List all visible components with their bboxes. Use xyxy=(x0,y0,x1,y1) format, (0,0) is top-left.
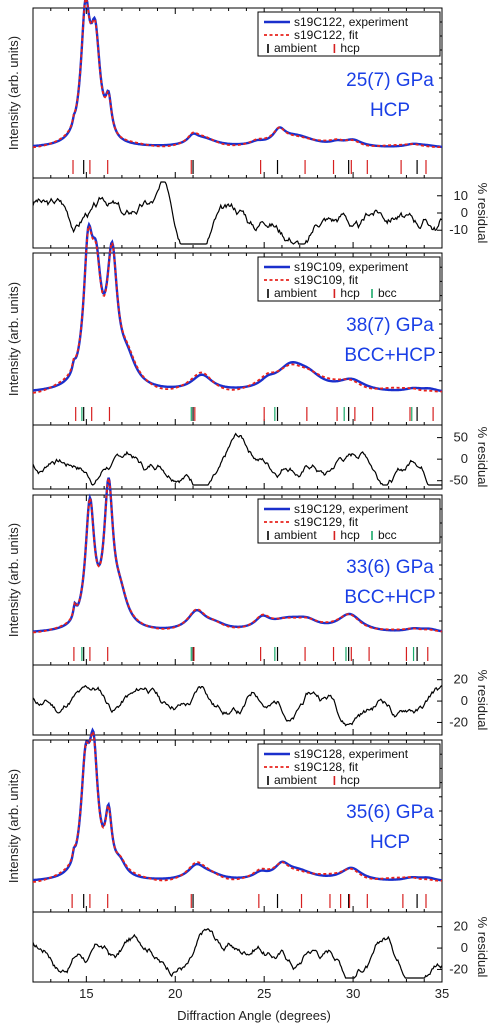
residual-tick-label: -20 xyxy=(449,961,468,976)
legend-ambient-label: ambient xyxy=(274,773,317,787)
y-axis-label: Intensity (arb. units) xyxy=(6,769,21,883)
panel-frame xyxy=(32,252,443,490)
x-tick-label: 25 xyxy=(257,986,271,1001)
residual-tick-label: 10 xyxy=(454,188,468,203)
x-tick-label: 35 xyxy=(435,986,449,1001)
legend-bcc-label: bcc xyxy=(378,528,397,542)
residual-tick-label: 0 xyxy=(461,205,468,220)
legend-box xyxy=(257,743,441,789)
residual-tick-label: -10 xyxy=(449,222,468,237)
panel-2: Intensity (arb. units) s19C109, experimen… xyxy=(6,221,490,490)
legend-hcp-label: hcp xyxy=(340,286,360,300)
residual-tick-label: -50 xyxy=(449,473,468,488)
legend-box xyxy=(257,11,441,57)
x-axis: 15 20 25 30 35 xyxy=(79,986,449,1001)
fit-line xyxy=(32,478,443,634)
legend-experiment-label: s19C128, experiment xyxy=(294,747,409,761)
condition-text: 25(7) GPa xyxy=(346,70,434,91)
panel-1: Intensity (arb. units) s19C122, experimen… xyxy=(6,0,490,249)
legend-experiment-label: s19C109, experiment xyxy=(294,260,409,274)
residual-line xyxy=(32,432,442,486)
residual-axis-label: % residual xyxy=(475,917,490,978)
experiment-line xyxy=(32,221,443,393)
panel-4: Intensity (arb. units) s19C128, experimen… xyxy=(6,727,490,983)
legend-ambient-label: ambient xyxy=(274,41,317,55)
legend-hcp-label: hcp xyxy=(340,773,360,787)
panel-frame xyxy=(32,7,443,249)
condition-text: 35(6) GPa xyxy=(346,802,434,823)
legend-fit-label: s19C109, fit xyxy=(294,273,359,287)
legend-ambient-label: ambient xyxy=(274,286,317,300)
y-axis-label: Intensity (arb. units) xyxy=(6,282,21,396)
condition-text: BCC+HCP xyxy=(344,587,435,608)
residual-tick-label: 20 xyxy=(454,672,468,687)
legend-fit-label: s19C129, fit xyxy=(294,515,359,529)
residual-tick-label: 0 xyxy=(461,451,468,466)
legend-fit-label: s19C128, fit xyxy=(294,760,359,774)
residual-tick-label: 0 xyxy=(461,940,468,955)
legend-box xyxy=(257,498,441,544)
legend-hcp-label: hcp xyxy=(340,528,360,542)
legend-fit-label: s19C122, fit xyxy=(294,28,359,42)
x-axis-label: Diffraction Angle (degrees) xyxy=(177,1008,331,1023)
residual-tick-label: 0 xyxy=(461,693,468,708)
condition-text: BCC+HCP xyxy=(344,345,435,366)
residual-axis-label: % residual xyxy=(475,183,490,244)
fit-line xyxy=(32,223,443,394)
legend-ambient-label: ambient xyxy=(274,528,317,542)
y-axis-label: Intensity (arb. units) xyxy=(6,523,21,637)
residual-axis-label: % residual xyxy=(475,427,490,488)
condition-text: HCP xyxy=(370,832,410,853)
y-axis-label: Intensity (arb. units) xyxy=(6,36,21,150)
x-tick-label: 15 xyxy=(79,986,93,1001)
residual-line xyxy=(32,181,442,245)
x-tick-label: 30 xyxy=(346,986,360,1001)
condition-text: HCP xyxy=(370,100,410,121)
condition-text: 38(7) GPa xyxy=(346,315,434,336)
residual-line xyxy=(32,928,443,979)
legend-experiment-label: s19C129, experiment xyxy=(294,502,409,516)
residual-axis-label: % residual xyxy=(475,670,490,731)
legend-hcp-label: hcp xyxy=(340,41,360,55)
legend-bcc-label: bcc xyxy=(378,286,397,300)
x-tick-label: 20 xyxy=(168,986,182,1001)
panel-frame xyxy=(32,739,443,983)
panel-3: Intensity (arb. units) s19C129, experimen… xyxy=(6,477,490,736)
panels: Intensity (arb. units) s19C122, experimen… xyxy=(6,0,490,983)
condition-text: 33(6) GPa xyxy=(346,557,434,578)
residual-tick-label: 50 xyxy=(454,430,468,445)
residual-tick-label: -20 xyxy=(449,714,468,729)
residual-line xyxy=(32,684,443,727)
fit-line xyxy=(32,0,443,149)
panel-frame xyxy=(32,494,443,736)
legend-box xyxy=(257,256,441,302)
legend-experiment-label: s19C122, experiment xyxy=(294,15,409,29)
residual-tick-label: 20 xyxy=(454,919,468,934)
fit-line xyxy=(32,729,443,883)
